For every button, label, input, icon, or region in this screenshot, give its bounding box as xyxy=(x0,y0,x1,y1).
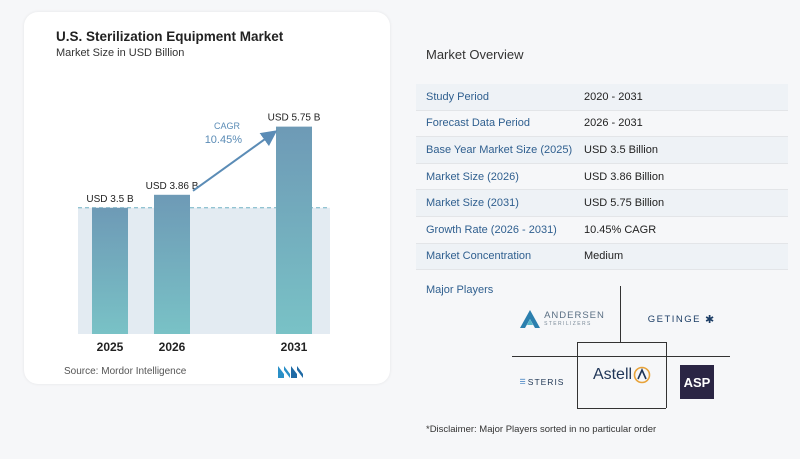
bar xyxy=(154,194,190,334)
x-tick-label: 2025 xyxy=(97,340,124,354)
grid-divider xyxy=(577,342,578,408)
chart-title: U.S. Sterilization Equipment Market xyxy=(56,29,284,44)
data-label: USD 5.75 B xyxy=(268,113,321,124)
asp-logo: ASP xyxy=(680,365,714,399)
astell-wordmark: Astell xyxy=(592,366,633,383)
andersen-logo: ANDERSEN STERILIZERS xyxy=(512,304,612,334)
bar xyxy=(92,207,128,334)
x-tick-label: 2026 xyxy=(159,340,186,354)
cagr-arrow xyxy=(192,130,278,192)
overview-row: Study Period 2020 - 2031 xyxy=(416,84,788,111)
market-overview-title: Market Overview xyxy=(426,47,524,62)
grid-divider xyxy=(577,342,666,343)
overview-row: Market Size (2026) USD 3.86 Billion xyxy=(416,164,788,191)
getinge-wordmark: GETINGE xyxy=(647,313,702,325)
astell-logo: Astell xyxy=(582,360,662,390)
disclaimer-text: *Disclaimer: Major Players sorted in no … xyxy=(426,424,657,435)
overview-label: Market Size (2026) xyxy=(426,170,519,183)
andersen-wordmark: ANDERSEN xyxy=(544,309,605,321)
bar xyxy=(276,126,312,334)
grid-divider xyxy=(620,286,621,342)
overview-value: USD 3.86 Billion xyxy=(584,170,665,183)
overview-row: Forecast Data Period 2026 - 2031 xyxy=(416,111,788,138)
x-tick-label: 2031 xyxy=(281,340,308,354)
market-overview-table: Study Period 2020 - 2031 Forecast Data Pe… xyxy=(416,84,788,271)
steris-logo: ☰ STERIS xyxy=(512,372,572,392)
data-label: USD 3.86 B xyxy=(146,181,199,192)
grid-divider xyxy=(512,356,730,357)
overview-value: 2020 - 2031 xyxy=(584,90,643,103)
grid-divider xyxy=(666,342,667,408)
getinge-logo: GETINGE ✱ xyxy=(636,308,726,330)
source-text: Source: Mordor Intelligence xyxy=(64,366,187,377)
astell-circle-icon xyxy=(633,366,651,384)
getinge-asterisk-icon: ✱ xyxy=(705,313,715,326)
overview-value: USD 5.75 Billion xyxy=(584,197,665,210)
cagr-label: CAGR xyxy=(214,121,241,131)
asp-wordmark: ASP xyxy=(683,374,711,390)
mordor-intelligence-logo-icon xyxy=(278,366,303,378)
overview-row: Base Year Market Size (2025) USD 3.5 Bill… xyxy=(416,137,788,164)
steris-bars-icon: ☰ xyxy=(519,379,526,386)
overview-label: Study Period xyxy=(426,90,489,103)
overview-row: Market Size (2031) USD 5.75 Billion xyxy=(416,190,788,217)
overview-label: Market Size (2031) xyxy=(426,197,519,210)
data-label: USD 3.5 B xyxy=(86,194,134,205)
cagr-value: 10.45% xyxy=(205,134,243,146)
overview-label: Base Year Market Size (2025) xyxy=(426,143,573,156)
overview-label: Forecast Data Period xyxy=(426,117,530,130)
overview-value: 10.45% CAGR xyxy=(584,223,657,236)
chart-subtitle: Market Size in USD Billion xyxy=(56,47,185,59)
andersen-subtext: STERILIZERS xyxy=(544,321,592,328)
major-players-title: Major Players xyxy=(426,284,494,296)
grid-divider xyxy=(577,408,666,409)
overview-value: Medium xyxy=(584,250,624,263)
steris-wordmark: STERIS xyxy=(527,377,565,387)
bar-chart: USD 3.5 B 2025 USD 3.86 B 2026 USD 5.75 B 203… xyxy=(78,113,330,354)
overview-row: Growth Rate (2026 - 2031) 10.45% CAGR xyxy=(416,217,788,244)
overview-value: USD 3.5 Billion xyxy=(584,143,658,156)
overview-label: Market Concentration xyxy=(426,250,532,263)
andersen-mark-icon xyxy=(520,310,541,328)
overview-row: Market Concentration Medium xyxy=(416,243,788,271)
overview-label: Growth Rate (2026 - 2031) xyxy=(426,223,557,236)
overview-value: 2026 - 2031 xyxy=(584,117,643,130)
